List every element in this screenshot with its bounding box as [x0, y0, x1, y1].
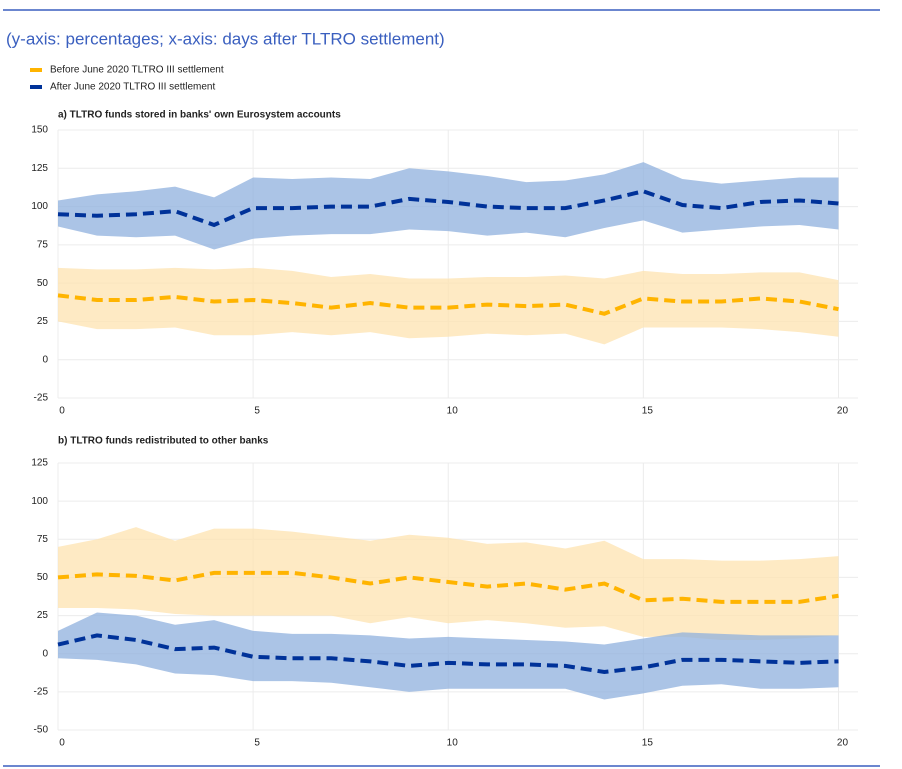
- y-tick-label: 50: [37, 572, 49, 583]
- y-tick-label: 75: [37, 534, 49, 545]
- x-tick-label: 10: [447, 738, 459, 749]
- legend-label: After June 2020 TLTRO III settlement: [50, 82, 215, 93]
- x-tick-label: 0: [59, 406, 65, 417]
- series-line: [57, 633, 839, 675]
- y-tick-label: -25: [34, 393, 49, 404]
- x-tick-label: 15: [642, 406, 654, 417]
- y-tick-label: 75: [37, 239, 49, 250]
- x-tick-label: 0: [59, 738, 65, 749]
- y-tick-label: 150: [31, 125, 48, 136]
- x-tick-label: 5: [254, 738, 260, 749]
- x-tick-label: 15: [642, 738, 654, 749]
- y-tick-label: 50: [37, 278, 49, 289]
- series-line: [57, 189, 839, 228]
- y-tick-label: 125: [31, 163, 48, 174]
- y-tick-label: 100: [31, 201, 48, 212]
- series-line: [57, 293, 839, 316]
- y-tick-label: -50: [34, 725, 49, 736]
- y-tick-label: 25: [37, 610, 49, 621]
- y-tick-label: 25: [37, 316, 49, 327]
- y-tick-label: 0: [42, 354, 48, 365]
- band: [58, 612, 839, 700]
- series-line: [57, 570, 839, 604]
- band: [58, 162, 839, 250]
- x-tick-label: 5: [254, 406, 260, 417]
- panel-title: b) TLTRO funds redistributed to other ba…: [58, 436, 269, 447]
- legend-label: Before June 2020 TLTRO III settlement: [50, 65, 224, 76]
- y-tick-label: -25: [34, 686, 49, 697]
- x-tick-label: 20: [837, 406, 849, 417]
- y-tick-label: 125: [31, 458, 48, 469]
- x-tick-label: 20: [837, 738, 849, 749]
- y-tick-label: 0: [42, 648, 48, 659]
- y-tick-label: 100: [31, 496, 48, 507]
- subtitle: (y-axis: percentages; x-axis: days after…: [6, 29, 445, 48]
- x-tick-label: 10: [447, 406, 459, 417]
- panel-title: a) TLTRO funds stored in banks' own Euro…: [58, 110, 341, 121]
